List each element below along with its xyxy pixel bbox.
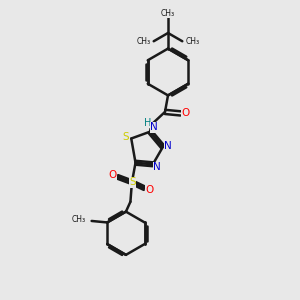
Text: N: N — [150, 122, 158, 133]
Text: O: O — [108, 170, 116, 180]
Text: O: O — [182, 108, 190, 118]
Text: O: O — [146, 185, 154, 195]
Text: S: S — [122, 132, 129, 142]
Text: CH₃: CH₃ — [72, 215, 86, 224]
Text: N: N — [164, 141, 172, 152]
Text: H: H — [144, 118, 152, 128]
Text: CH₃: CH₃ — [136, 37, 151, 46]
Text: CH₃: CH₃ — [161, 9, 175, 18]
Text: N: N — [154, 162, 161, 172]
Text: S: S — [129, 177, 136, 187]
Text: CH₃: CH₃ — [185, 37, 200, 46]
